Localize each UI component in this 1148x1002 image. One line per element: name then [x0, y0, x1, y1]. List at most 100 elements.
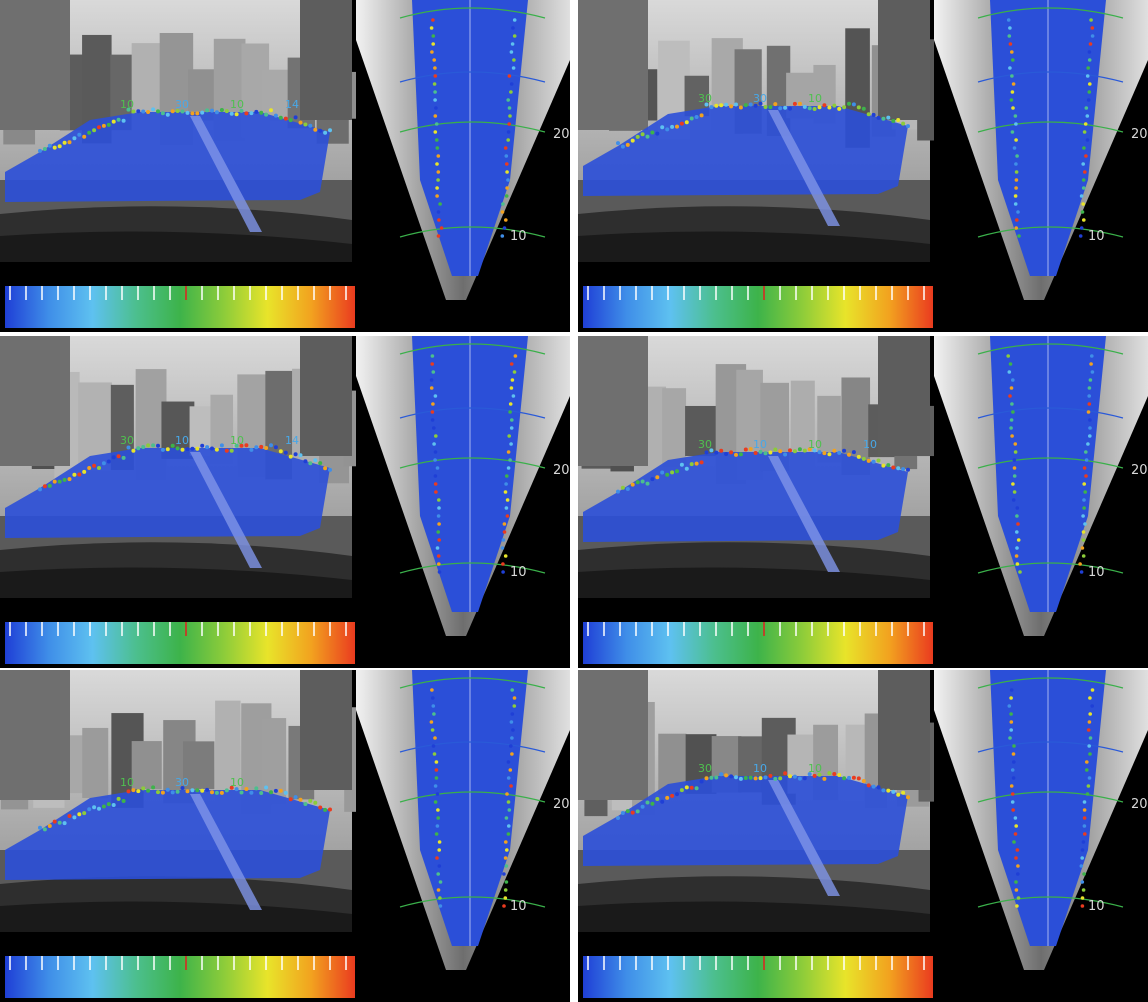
obstacle-point [436, 872, 441, 876]
obstacle-point [434, 106, 438, 110]
building [300, 0, 352, 120]
boundary-point [792, 449, 797, 454]
obstacle-point [509, 426, 514, 430]
boundary-point [822, 451, 827, 456]
boundary-point [57, 144, 62, 149]
obstacle-point [432, 442, 436, 446]
obstacle-point [1078, 562, 1082, 566]
boundary-point [778, 776, 783, 781]
obstacle-point [432, 712, 436, 716]
boundary-point [77, 132, 82, 137]
boundary-point [837, 106, 842, 111]
building [131, 741, 162, 790]
boundary-point [269, 108, 273, 113]
boundary-point [116, 117, 121, 122]
obstacle-point [1085, 138, 1090, 142]
boundary-point [753, 451, 758, 455]
boundary-point [229, 111, 234, 116]
boundary-point [205, 787, 210, 792]
boundary-point [62, 140, 67, 145]
lane-marking [768, 780, 840, 896]
boundary-point [185, 110, 190, 115]
boundary-point [264, 112, 269, 117]
boundary-point [92, 805, 97, 810]
boundary-point [645, 800, 650, 805]
boundary-point [273, 113, 278, 118]
obstacle-point [1017, 234, 1021, 238]
boundary-point [269, 790, 273, 795]
boundary-point [906, 124, 910, 129]
free-space-overlay [5, 448, 330, 538]
obstacle-point [1081, 178, 1086, 182]
obstacle-point [1012, 146, 1017, 150]
boundary-point [856, 776, 861, 781]
range-arc [977, 71, 1124, 83]
boundary-point [832, 772, 837, 776]
boundary-point [773, 776, 778, 781]
color-scale-bar [583, 956, 933, 998]
obstacle-point [509, 442, 513, 446]
boundary-point [269, 443, 273, 448]
distance-label: 10 [230, 434, 244, 447]
boundary-point [847, 101, 851, 106]
obstacle-point [505, 186, 509, 190]
boundary-point [729, 104, 734, 109]
boundary-point [185, 447, 190, 452]
obstacle-point [1009, 688, 1014, 692]
boundary-point [106, 802, 111, 807]
obstacle-point [433, 130, 438, 134]
boundary-point [224, 448, 229, 453]
obstacle-point [1016, 522, 1020, 526]
boundary-point [62, 821, 67, 826]
obstacle-point [1013, 832, 1018, 836]
boundary-point [886, 788, 891, 793]
obstacle-point [1009, 696, 1013, 700]
boundary-point [151, 443, 156, 448]
boundary-point [620, 144, 625, 149]
obstacle-point [1012, 840, 1016, 844]
boundary-point [67, 140, 72, 145]
obstacle-point [430, 688, 434, 692]
boundary-point [625, 142, 630, 147]
obstacle-point [433, 482, 438, 486]
boundary-point [660, 125, 665, 130]
obstacle-point [1084, 458, 1089, 462]
obstacle-point [433, 474, 438, 478]
range-arc [399, 791, 546, 803]
boundary-point [239, 108, 244, 113]
obstacle-point [1082, 506, 1086, 510]
obstacle-point [1011, 410, 1015, 414]
obstacle-point [1015, 562, 1020, 566]
obstacle-point [503, 888, 508, 892]
building [0, 336, 70, 466]
boundary-point [881, 788, 886, 793]
boundary-point [861, 106, 866, 111]
boundary-point [116, 796, 121, 801]
obstacle-point [1015, 530, 1019, 534]
obstacle-point [510, 688, 514, 692]
obstacle-point [1012, 458, 1017, 462]
distance-label: 10 [120, 98, 134, 111]
obstacle-point [437, 570, 442, 574]
obstacle-point [504, 880, 509, 884]
boundary-point [136, 789, 141, 794]
range-arc [399, 407, 546, 419]
range-label-10: 10 [1088, 565, 1105, 580]
range-arc [399, 226, 546, 238]
obstacle-point [1010, 50, 1014, 54]
boundary-point [812, 448, 817, 453]
obstacle-point [437, 864, 442, 868]
boundary-point [126, 445, 131, 450]
boundary-point [214, 790, 219, 795]
obstacle-point [1088, 378, 1093, 382]
range-label-10: 10 [1088, 229, 1105, 244]
range-label-10: 10 [1088, 899, 1105, 914]
boundary-point [743, 447, 748, 452]
distance-label: 10 [808, 762, 822, 775]
obstacle-point [435, 186, 439, 190]
obstacle-point [434, 760, 439, 764]
car-hood-shadow [0, 231, 352, 262]
boundary-point [82, 134, 87, 139]
boundary-point [797, 776, 802, 781]
obstacle-point [1014, 162, 1018, 166]
